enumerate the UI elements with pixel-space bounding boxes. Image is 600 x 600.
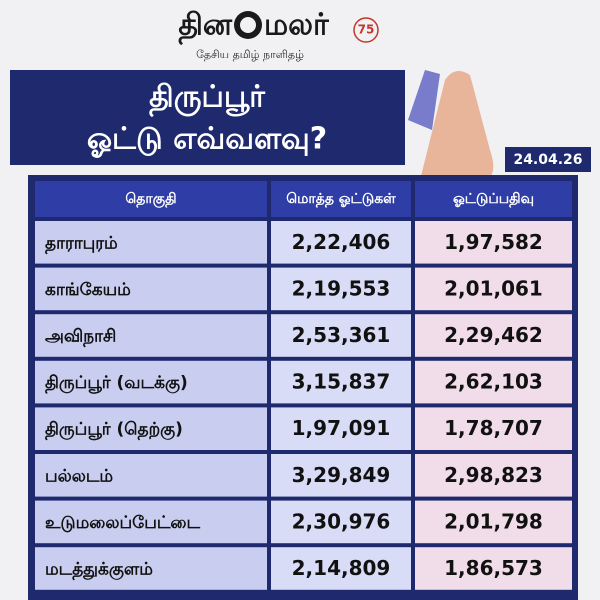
finger (420, 71, 494, 180)
cell-value: 1,86,573 (444, 556, 543, 580)
cell-value: 2,62,103 (444, 370, 543, 394)
cell-value: 2,29,462 (444, 323, 543, 347)
cell-value: 3,15,837 (292, 370, 391, 394)
cell (271, 407, 411, 450)
cell-value: 1,97,582 (444, 230, 543, 254)
cell-value: 3,29,849 (292, 463, 391, 487)
cell-value: 1,97,091 (292, 416, 391, 440)
cell-value: 1,78,707 (444, 416, 543, 440)
cell (415, 500, 572, 544)
cell-value: 2,22,406 (292, 230, 391, 254)
cell (271, 267, 411, 311)
cell (271, 454, 411, 497)
cell (35, 500, 267, 544)
cell-value: 2,98,823 (444, 463, 543, 487)
header-cell (415, 181, 572, 217)
header-cell (35, 181, 267, 217)
cell (35, 407, 267, 450)
header-text: மொத்த ஓட்டுகள் (286, 191, 396, 208)
header-text: ஓட்டுப்பதிவு (453, 191, 534, 208)
constituency: அவிநாசி (45, 327, 116, 347)
cell (271, 500, 411, 544)
cell (35, 314, 267, 357)
cell-value: 2,19,553 (292, 276, 391, 300)
constituency: தாராபுரம் (45, 233, 118, 253)
badge-ring (353, 17, 379, 43)
header-text: தொகுதி (125, 191, 176, 208)
cell (271, 547, 411, 590)
cell (271, 360, 411, 404)
header-cell (271, 181, 411, 217)
cell (271, 221, 411, 264)
cell (271, 314, 411, 357)
cell (35, 267, 267, 311)
cell (415, 407, 572, 450)
ink-pen (408, 70, 440, 130)
title-box (10, 70, 405, 165)
logo-tagline: தேசிய தமிழ் நாளிதழ் (196, 48, 304, 61)
cell (415, 454, 572, 497)
cell (35, 454, 267, 497)
logo-right: மலர் (264, 8, 330, 43)
cell-value: 2,53,361 (292, 323, 391, 347)
cell (415, 267, 572, 311)
constituency: திருப்பூர் (வடக்கு) (45, 373, 188, 393)
constituency: உடுமலைப்பேட்டை (45, 513, 200, 533)
cell (415, 360, 572, 404)
cell (35, 547, 267, 590)
title-line2: ஓட்டு எவ்வளவு? (87, 122, 327, 159)
cell (35, 360, 267, 404)
badge: 75 (358, 23, 375, 37)
constituency: திருப்பூர் (தெற்கு) (45, 420, 183, 440)
logo-left: தின (178, 8, 233, 46)
constituency: பல்லடம் (45, 466, 113, 486)
cell (415, 547, 572, 590)
logo-emblem-inner (240, 17, 256, 33)
date-box (505, 147, 591, 172)
constituency: காங்கேயம் (45, 280, 131, 300)
constituency: மடத்துக்குளம் (45, 560, 153, 580)
cell-value: 2,01,798 (444, 509, 543, 533)
cell-value: 2,01,061 (444, 276, 543, 300)
title-line1: திருப்பூர் (149, 80, 266, 118)
cell-value: 2,30,976 (292, 509, 391, 533)
cell-value: 2,14,809 (292, 556, 391, 580)
cell (415, 314, 572, 357)
cell (415, 221, 572, 264)
cell (35, 221, 267, 264)
date: 24.04.26 (513, 152, 582, 168)
